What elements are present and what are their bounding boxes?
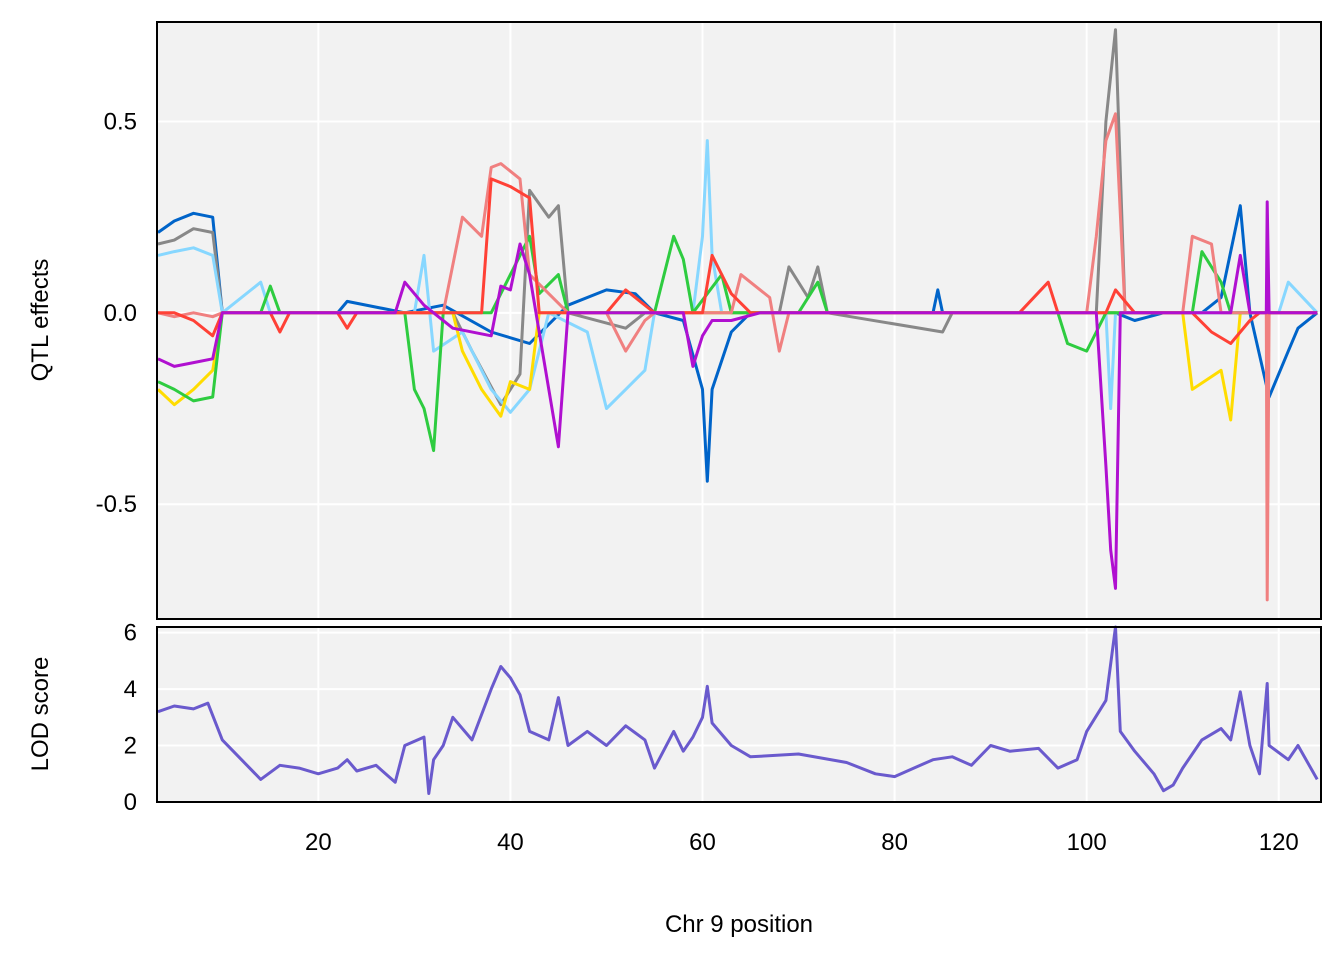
x-tick-label-1: 40: [497, 829, 524, 856]
effects-series-group: [156, 28, 1319, 602]
x-axis-label: Chr 9 position: [665, 911, 813, 938]
effects-y-axis-label: QTL effects: [27, 259, 54, 382]
effects-series-line-3: [156, 311, 1318, 422]
x-tick-label-3: 80: [881, 829, 908, 856]
lod-panel: 0 2 4 6 LOD score: [27, 620, 1322, 816]
x-tick-label-4: 100: [1067, 829, 1107, 856]
effects-panel-background: [157, 22, 1321, 619]
effects-series-line-5: [157, 112, 1318, 602]
x-tick-label-2: 60: [689, 829, 716, 856]
effects-ytick-label-0: -0.5: [96, 491, 137, 518]
effects-panel-border: [156, 21, 1322, 620]
effects-ytick-label-1: 0.0: [104, 300, 137, 327]
lod-y-axis: 0 2 4 6: [124, 620, 137, 816]
lod-ytick-label-3: 6: [124, 620, 137, 647]
effects-gridlines: [157, 22, 1321, 619]
effects-series-line-7: [157, 200, 1318, 590]
lod-ytick-label-1: 2: [124, 733, 137, 760]
x-tick-label-5: 120: [1259, 829, 1299, 856]
lod-series-line-0: [157, 625, 1319, 795]
lod-panel-background: [157, 627, 1321, 802]
lod-series-group: [157, 625, 1319, 795]
effects-series-line-0: [157, 204, 1319, 483]
lod-y-axis-label: LOD score: [27, 657, 54, 772]
lod-panel-border: [156, 626, 1322, 803]
effects-panel: -0.5 0.0 0.5 QTL effects: [27, 21, 1322, 620]
x-tick-label-0: 20: [305, 829, 332, 856]
lod-ytick-label-2: 4: [124, 676, 137, 703]
x-axis: 20 40 60 80 100 120: [305, 829, 1299, 856]
lod-ytick-label-0: 0: [124, 789, 137, 816]
effects-ytick-label-2: 0.5: [104, 109, 137, 136]
effects-y-axis: -0.5 0.0 0.5: [96, 109, 137, 519]
